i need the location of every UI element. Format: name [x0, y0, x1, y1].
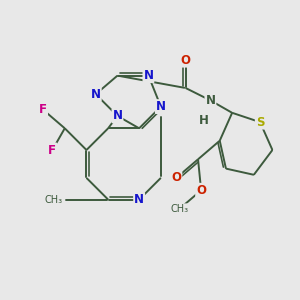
Text: F: F [48, 143, 56, 157]
Text: O: O [171, 171, 181, 184]
Text: N: N [143, 69, 154, 82]
Text: N: N [156, 100, 166, 113]
Text: CH₃: CH₃ [44, 195, 62, 205]
Text: CH₃: CH₃ [170, 204, 188, 214]
Text: H: H [199, 114, 209, 127]
Text: S: S [256, 116, 264, 129]
Text: O: O [196, 184, 206, 197]
Text: O: O [181, 54, 190, 67]
Text: N: N [112, 110, 122, 122]
Text: N: N [206, 94, 215, 107]
Text: F: F [39, 103, 47, 116]
Text: N: N [134, 193, 144, 206]
Text: N: N [91, 88, 101, 101]
